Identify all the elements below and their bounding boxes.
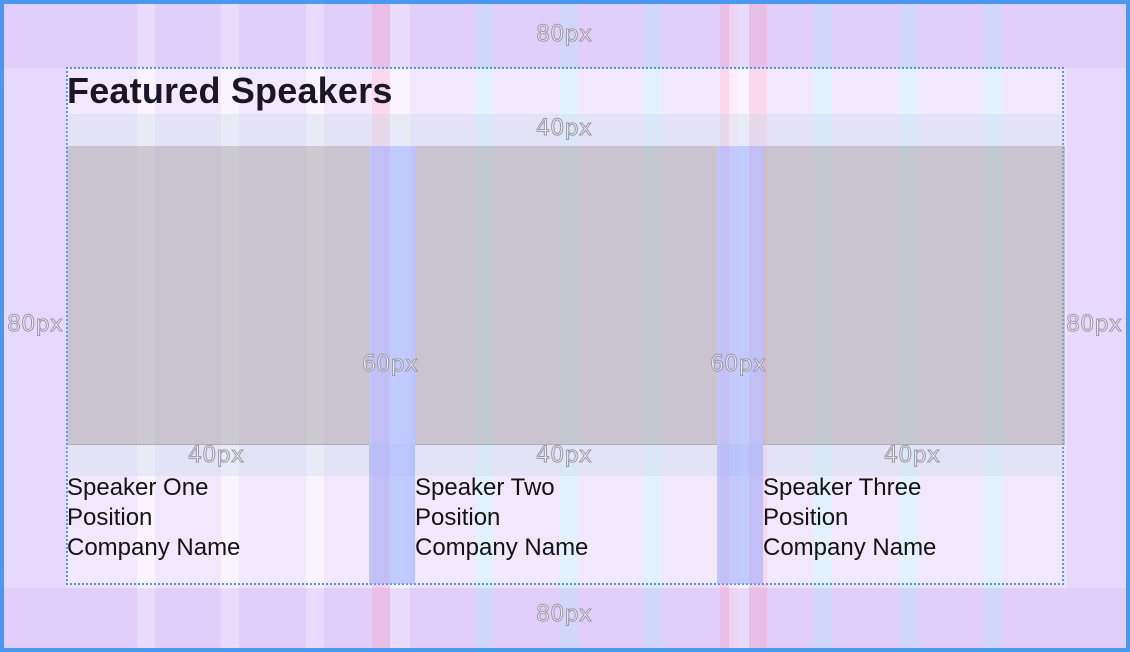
gutter [717,146,763,584]
spacing-label-gutter: 60px [361,352,419,378]
padding-right [1067,68,1126,588]
speaker-name: Speaker Two [415,474,555,501]
spacing-label-gutter: 60px [709,352,767,378]
card-gap [67,444,1063,476]
speaker-image-placeholder [67,146,369,445]
speaker-card: Speaker Two Position Company Name [415,473,588,563]
spacing-label-card-gap: 40px [187,443,245,469]
speaker-company: Company Name [763,534,937,561]
spacing-label-title-gap: 40px [535,116,593,142]
spacing-label-right: 80px [1065,312,1123,338]
speaker-position: Position [763,504,849,531]
spacing-label-card-gap: 40px [535,443,593,469]
section-title: Featured Speakers [67,70,393,111]
title-gap [67,114,1063,146]
speaker-image-placeholder [763,146,1065,445]
padding-left [4,68,67,588]
speaker-image-placeholder [415,146,717,445]
speaker-company: Company Name [415,534,589,561]
speaker-name: Speaker Three [763,474,922,501]
speaker-card: Speaker Three Position Company Name [763,473,936,563]
speaker-name: Speaker One [67,474,209,501]
speaker-position: Position [415,504,501,531]
speaker-position: Position [67,504,153,531]
spacing-label-bottom: 80px [535,602,593,628]
speaker-card: Speaker One Position Company Name [67,473,240,563]
padding-bottom [4,588,1126,648]
gutter [369,146,415,584]
speaker-company: Company Name [67,534,241,561]
spacing-label-left: 80px [6,312,64,338]
spacing-label-card-gap: 40px [883,443,941,469]
padding-top [4,4,1126,68]
spacing-label-top: 80px [535,22,593,48]
